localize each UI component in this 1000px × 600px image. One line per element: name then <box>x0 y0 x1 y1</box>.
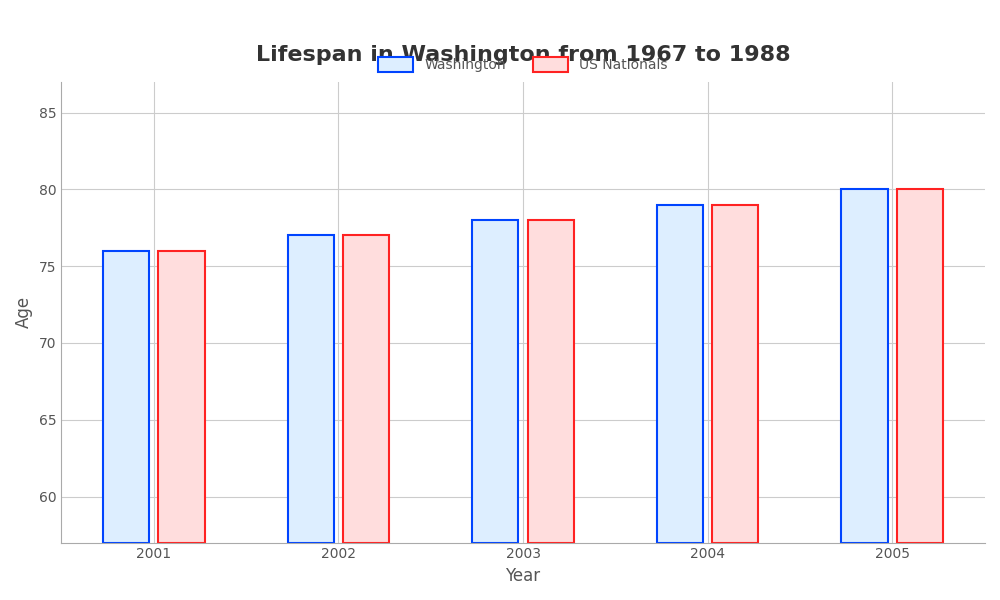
Bar <box>528 220 574 542</box>
Bar <box>288 235 334 542</box>
Legend: Washington, US Nationals: Washington, US Nationals <box>373 52 673 78</box>
Bar <box>343 235 389 542</box>
Title: Lifespan in Washington from 1967 to 1988: Lifespan in Washington from 1967 to 1988 <box>256 45 790 65</box>
Bar <box>158 251 205 542</box>
Bar <box>103 251 149 542</box>
Bar <box>472 220 518 542</box>
Bar <box>712 205 758 542</box>
Y-axis label: Age: Age <box>15 296 33 328</box>
Bar <box>657 205 703 542</box>
Bar <box>897 190 943 542</box>
Bar <box>841 190 888 542</box>
X-axis label: Year: Year <box>505 567 541 585</box>
